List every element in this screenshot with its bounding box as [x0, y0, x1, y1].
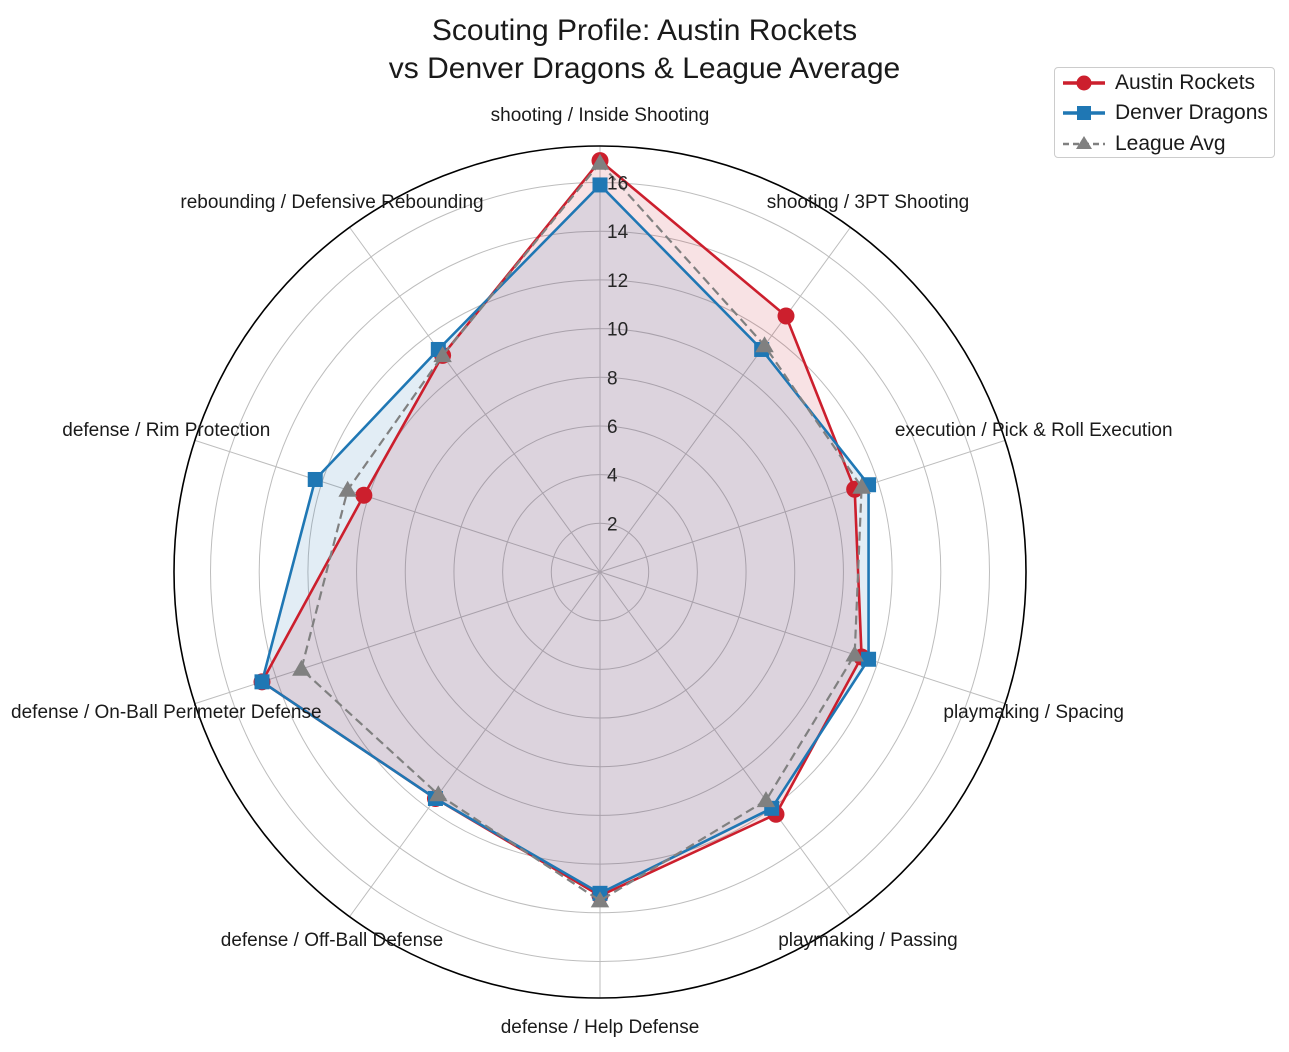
svg-text:shooting / 3PT Shooting: shooting / 3PT Shooting: [767, 192, 969, 213]
svg-text:defense / Help Defense: defense / Help Defense: [501, 1017, 700, 1038]
svg-text:2: 2: [607, 514, 618, 535]
svg-text:6: 6: [607, 417, 618, 438]
svg-text:playmaking / Passing: playmaking / Passing: [778, 930, 958, 951]
svg-text:defense / On-Ball Perimeter De: defense / On-Ball Perimeter Defense: [11, 702, 322, 723]
svg-text:shooting / Inside Shooting: shooting / Inside Shooting: [491, 105, 710, 126]
svg-text:10: 10: [607, 320, 628, 341]
svg-text:playmaking / Spacing: playmaking / Spacing: [943, 702, 1124, 723]
svg-text:rebounding / Defensive Rebound: rebounding / Defensive Rebounding: [180, 192, 483, 213]
svg-text:defense / Off-Ball Defense: defense / Off-Ball Defense: [221, 930, 444, 951]
svg-text:12: 12: [607, 271, 628, 292]
svg-text:4: 4: [607, 466, 618, 487]
svg-text:14: 14: [607, 222, 629, 243]
svg-text:16: 16: [607, 174, 628, 195]
svg-text:8: 8: [607, 368, 618, 389]
svg-text:defense / Rim Protection: defense / Rim Protection: [62, 420, 270, 441]
svg-text:execution / Pick & Roll Execut: execution / Pick & Roll Execution: [895, 420, 1173, 441]
